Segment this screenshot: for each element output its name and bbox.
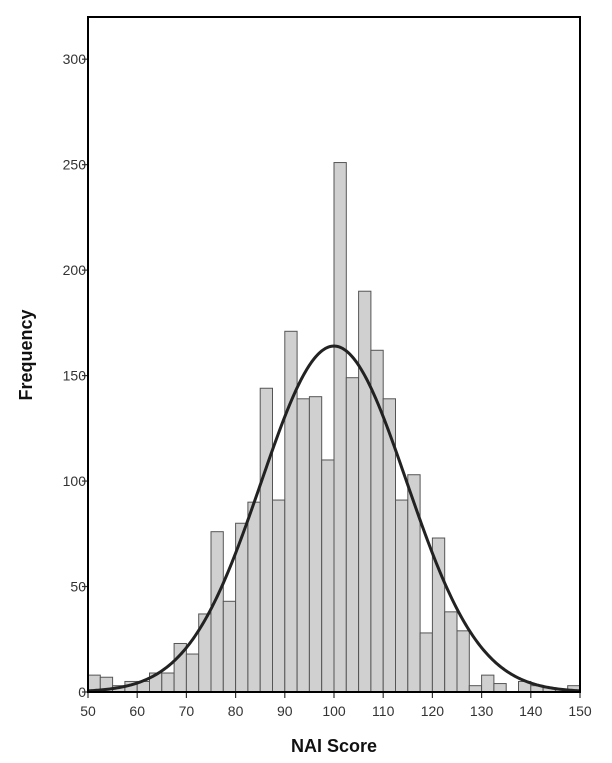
histogram-bar [395, 499, 409, 693]
histogram-bar [222, 600, 237, 693]
histogram-bar [259, 387, 274, 693]
y-tick-label: 50 [70, 579, 86, 595]
y-tick-label: 150 [63, 368, 87, 384]
x-tick-label: 80 [228, 703, 244, 719]
plot-frame [87, 16, 581, 693]
histogram-bar [444, 611, 458, 693]
histogram-bar [456, 630, 470, 693]
histogram-bar [407, 474, 421, 693]
x-tick-label: 140 [519, 703, 543, 719]
x-tick-label: 150 [568, 703, 592, 719]
y-tick-label: 200 [63, 262, 87, 278]
x-tick-label: 120 [421, 703, 445, 719]
y-axis-title: Frequency [16, 309, 36, 400]
histogram-bar [210, 531, 224, 693]
histogram-bar [419, 632, 433, 693]
y-tick-label: 250 [63, 157, 87, 173]
histogram-bar [247, 501, 261, 693]
x-tick-label: 70 [179, 703, 195, 719]
histogram-bar [161, 672, 175, 693]
x-tick-label: 110 [372, 703, 395, 719]
histogram-bar [345, 377, 360, 693]
histogram-bar [296, 398, 310, 693]
histogram-bar [493, 683, 507, 693]
y-tick-label: 100 [63, 473, 87, 489]
histogram-bar [272, 499, 286, 693]
curve-layer [87, 344, 581, 693]
x-tick-label: 100 [322, 703, 346, 719]
histogram-bar [284, 330, 298, 693]
x-axis-title: NAI Score [291, 736, 377, 756]
histogram-bar [185, 653, 200, 693]
x-tick-label: 60 [129, 703, 145, 719]
x-tick-label: 130 [470, 703, 494, 719]
x-tick-label: 90 [277, 703, 293, 719]
histogram-bar [308, 396, 323, 693]
histogram-bar [321, 459, 335, 693]
axis-layer: 50 60 70 80 90 100 110 120 130 140 150 0 50 100 150 200… [63, 51, 592, 719]
normal-curve [87, 344, 581, 693]
bars-layer [87, 162, 581, 693]
histogram-bar [333, 162, 347, 693]
y-tick-label: 300 [63, 51, 87, 67]
histogram-bar [481, 674, 495, 693]
y-tick-label: 0 [78, 684, 86, 700]
x-tick-label: 50 [80, 703, 96, 719]
histogram-bar [358, 290, 372, 693]
